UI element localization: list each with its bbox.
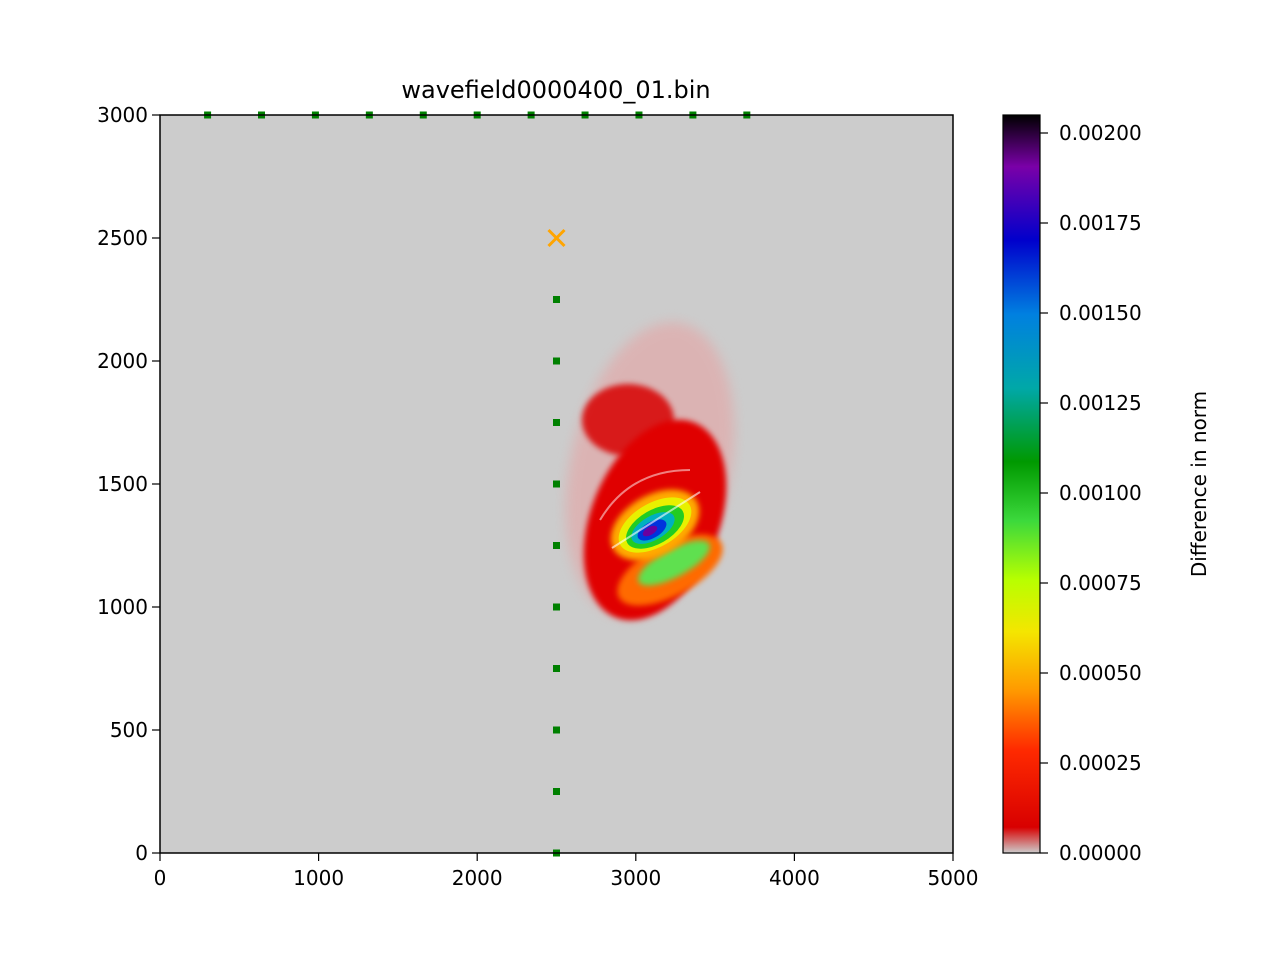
receiver-point — [553, 665, 560, 672]
receiver-point — [553, 788, 560, 795]
x-tick-label: 3000 — [610, 866, 661, 890]
x-tick-label: 5000 — [928, 866, 979, 890]
y-axis: 0 500 1000 1500 2000 2500 3000 — [97, 103, 160, 865]
colorbar-axis: 0.00000 0.00025 0.00050 0.00075 0.00100 0.001… — [1040, 121, 1142, 865]
receiver-point — [553, 542, 560, 549]
x-tick-label: 1000 — [293, 866, 344, 890]
y-tick-label: 500 — [110, 718, 148, 742]
anomaly-purple-core — [642, 525, 658, 537]
colorbar-tick-label: 0.00000 — [1059, 841, 1142, 865]
x-tick-label: 0 — [154, 866, 167, 890]
x-tick-label: 4000 — [769, 866, 820, 890]
colorbar-tick-label: 0.00125 — [1059, 391, 1142, 415]
colorbar — [1002, 114, 1041, 854]
source-x-stroke — [547, 228, 566, 248]
y-tick-label: 1000 — [97, 595, 148, 619]
receiver-point — [553, 480, 560, 488]
y-tick-label: 0 — [135, 841, 148, 865]
anomaly-white-streak — [611, 491, 701, 549]
colorbar-tick-label: 0.00025 — [1059, 751, 1142, 775]
wavefield-anomaly — [565, 322, 735, 621]
receiver-point — [553, 419, 560, 426]
anomaly-lower-green — [638, 540, 710, 586]
y-tick-label: 2000 — [97, 349, 148, 373]
colorbar-label: Difference in norm — [1187, 391, 1211, 577]
x-axis: 0 1000 2000 3000 4000 5000 — [154, 853, 979, 890]
anomaly-white-streak — [599, 469, 691, 521]
y-tick-label: 1500 — [97, 472, 148, 496]
x-tick-label: 2000 — [452, 866, 503, 890]
receiver-point — [553, 603, 560, 611]
colorbar-tick-label: 0.00200 — [1059, 121, 1142, 145]
colorbar-tick-label: 0.00150 — [1059, 301, 1142, 325]
receiver-point — [553, 357, 560, 365]
colorbar-tick-label: 0.00100 — [1059, 481, 1142, 505]
y-tick-label: 2500 — [97, 226, 148, 250]
source-marker — [547, 228, 566, 248]
colorbar-tick-label: 0.00050 — [1059, 661, 1142, 685]
chart-title: wavefield0000400_01.bin — [401, 76, 710, 104]
receiver-point — [553, 726, 560, 734]
receiver-point — [553, 296, 560, 303]
y-tick-label: 3000 — [97, 103, 148, 127]
colorbar-tick-label: 0.00175 — [1059, 211, 1142, 235]
colorbar-tick-label: 0.00075 — [1059, 571, 1142, 595]
